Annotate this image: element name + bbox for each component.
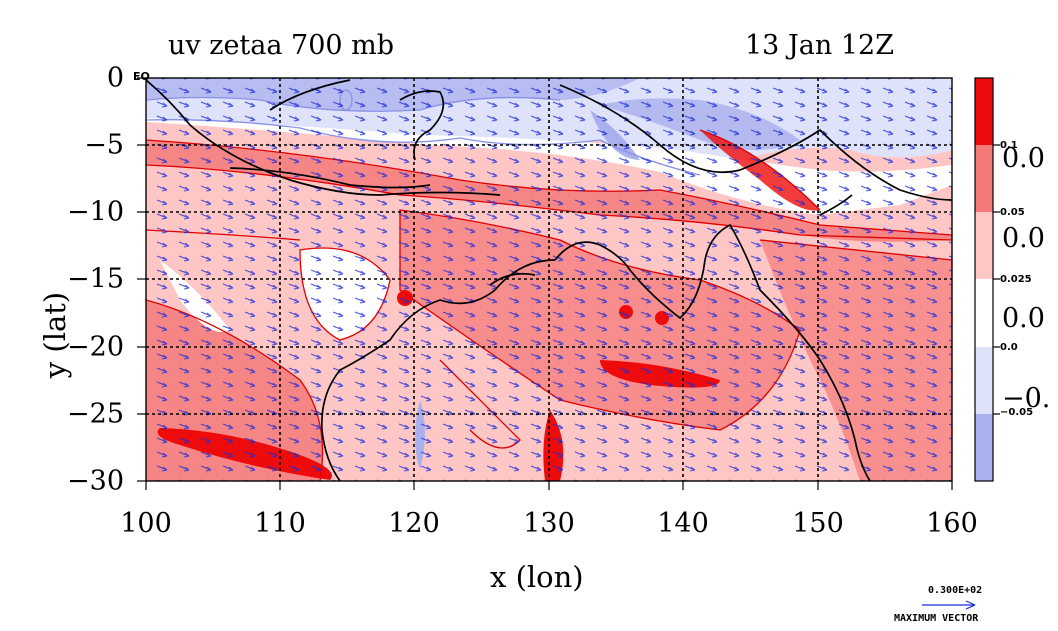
y-tick-label: −15 bbox=[67, 263, 124, 295]
colorbar-large-label: 0.0 bbox=[1002, 303, 1045, 334]
x-tick-label: 160 bbox=[926, 508, 978, 539]
x-tick-label: 150 bbox=[792, 508, 844, 539]
colorbar-level-label: 0.0 bbox=[1000, 342, 1018, 353]
y-tick-label: −25 bbox=[67, 398, 124, 430]
chart-timestamp: 13 Jan 12Z bbox=[745, 30, 894, 61]
max-vector-arrow bbox=[922, 600, 976, 610]
colorbar-level-label: −0.05 bbox=[1000, 407, 1034, 418]
colorbar-large-label: −0. bbox=[1002, 383, 1051, 414]
chart-title: uv zetaa 700 mb bbox=[168, 30, 395, 61]
x-tick-label: 100 bbox=[120, 508, 172, 539]
max-vector-label: MAXIMUM VECTOR bbox=[894, 613, 979, 624]
colorbar-level-label: 0.025 bbox=[1000, 274, 1032, 285]
colorbar bbox=[974, 77, 1000, 482]
colorbar-level-label: 0.05 bbox=[1000, 207, 1025, 218]
y-tick-label: −30 bbox=[67, 465, 124, 497]
grid-lines bbox=[146, 78, 952, 481]
x-tick-label: 110 bbox=[254, 508, 306, 539]
y-axis-label: y (lat) bbox=[38, 291, 73, 379]
colorbar-large-label: 0.0 bbox=[1002, 223, 1045, 254]
x-tick-label: 130 bbox=[523, 508, 575, 539]
equator-label: EQ bbox=[133, 70, 150, 83]
max-vector-value: 0.300E+02 bbox=[928, 585, 983, 596]
y-tick-label: −5 bbox=[84, 129, 124, 161]
y-tick-label: 0 bbox=[106, 62, 124, 94]
y-tick-label: −20 bbox=[67, 331, 124, 363]
x-axis-label: x (lon) bbox=[490, 560, 584, 594]
colorbar-large-label: 0.0 bbox=[1002, 143, 1045, 174]
colorbar-level-label: 0.1 bbox=[1000, 140, 1018, 151]
x-tick-label: 140 bbox=[657, 508, 709, 539]
y-tick-label: −10 bbox=[67, 196, 124, 228]
x-tick-label: 120 bbox=[388, 508, 440, 539]
axis-ticks bbox=[137, 77, 953, 490]
